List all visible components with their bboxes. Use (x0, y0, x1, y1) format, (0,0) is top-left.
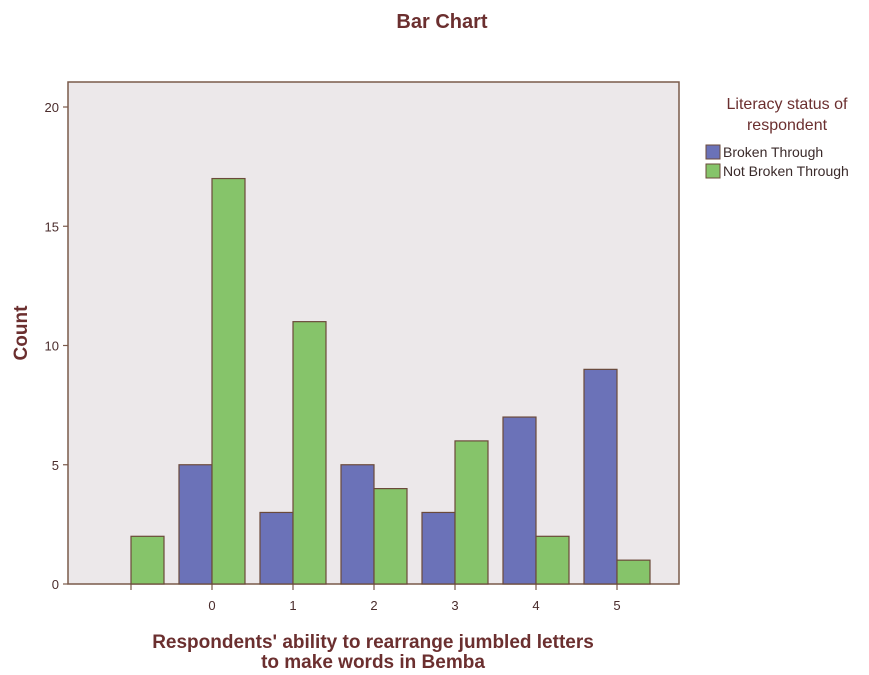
y-tick-label: 10 (45, 339, 59, 354)
x-tick-label: 2 (370, 598, 377, 613)
bar-broken-through (340, 464, 375, 585)
legend-label: Broken Through (723, 144, 823, 160)
bar-broken-through (502, 416, 537, 585)
bar-not-broken-through (292, 321, 327, 585)
bar-not-broken-through (616, 559, 651, 585)
legend: Literacy status of respondent Broken Thr… (705, 96, 849, 179)
legend-label: Not Broken Through (723, 163, 849, 179)
x-tick-label: 1 (289, 598, 296, 613)
legend-swatch (705, 163, 721, 179)
y-tick-label: 0 (52, 577, 59, 592)
x-tick-label: 3 (451, 598, 458, 613)
y-tick-label: 5 (52, 458, 59, 473)
bar-not-broken-through (130, 535, 165, 585)
bar-not-broken-through (535, 535, 570, 585)
legend-swatch (705, 144, 721, 160)
y-axis: 0 5 10 15 20 (45, 100, 68, 592)
bars (130, 177, 651, 585)
bar-broken-through (259, 511, 294, 585)
bar-not-broken-through (211, 177, 246, 585)
y-tick-label: 20 (45, 100, 59, 115)
y-tick-label: 15 (45, 219, 59, 234)
bar-broken-through (178, 464, 213, 585)
x-tick-label: 4 (532, 598, 539, 613)
legend-title-line-1: Literacy status of (727, 96, 849, 113)
bar-not-broken-through (454, 440, 489, 585)
x-tick-label: 0 (208, 598, 215, 613)
x-axis-title-line-2: to make words in Bemba (261, 652, 485, 673)
x-tick-label: 5 (613, 598, 620, 613)
bar-broken-through (421, 511, 456, 585)
bar-broken-through (583, 368, 618, 585)
x-axis-title-line-1: Respondents' ability to rearrange jumble… (152, 632, 594, 653)
y-axis-title: Count (11, 305, 32, 361)
bar-not-broken-through (373, 488, 408, 585)
legend-title-line-2: respondent (747, 117, 828, 134)
chart-title: Bar Chart (396, 11, 487, 33)
x-axis: 0 1 2 3 4 5 (130, 584, 621, 613)
